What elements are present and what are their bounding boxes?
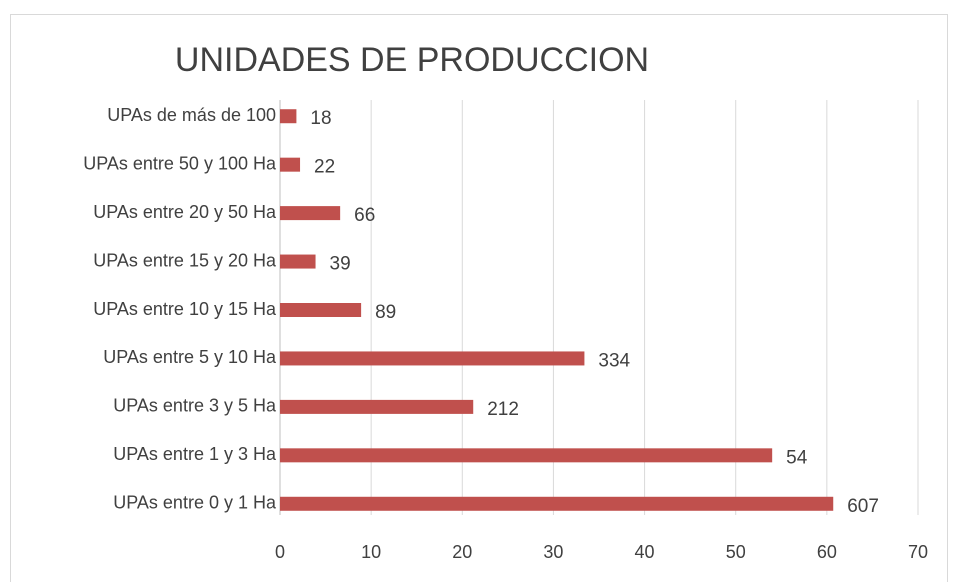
x-tick-label: 60 — [817, 542, 837, 562]
y-tick-label: UPAs entre 15 y 20 Ha — [93, 250, 277, 270]
bar — [280, 399, 474, 414]
data-label: 212 — [487, 399, 519, 420]
data-label: 39 — [330, 254, 351, 275]
data-label: 89 — [375, 302, 396, 323]
data-label: 607 — [847, 496, 879, 517]
bar — [280, 303, 362, 317]
y-tick-label: UPAs entre 5 y 10 Ha — [103, 347, 277, 367]
bar — [280, 157, 301, 172]
data-label: 66 — [354, 205, 375, 226]
bar — [280, 109, 297, 124]
x-tick-label: 50 — [726, 542, 746, 562]
bar — [280, 351, 585, 366]
x-tick-label: 30 — [543, 542, 563, 562]
chart-title: UNIDADES DE PRODUCCION — [175, 41, 649, 79]
data-label: 334 — [598, 350, 630, 371]
y-tick-label: UPAs entre 20 y 50 Ha — [93, 202, 277, 222]
chart-frame — [10, 14, 948, 587]
y-tick-label: UPAs entre 10 y 15 Ha — [93, 299, 277, 319]
data-label: 54 — [786, 447, 808, 468]
x-tick-label: 0 — [275, 542, 285, 562]
x-tick-label: 10 — [361, 542, 381, 562]
x-tick-label: 70 — [908, 542, 928, 562]
y-tick-label: UPAs entre 3 y 5 Ha — [113, 396, 277, 416]
y-tick-label: UPAs de más de 100 — [107, 105, 276, 125]
bar — [280, 496, 834, 511]
data-label: 22 — [314, 157, 335, 178]
x-tick-label: 20 — [452, 542, 472, 562]
y-tick-label: UPAs entre 1 y 3 Ha — [113, 444, 277, 464]
data-label: 18 — [310, 108, 331, 129]
bar — [280, 254, 316, 269]
bar — [280, 448, 773, 463]
x-tick-label: 40 — [635, 542, 655, 562]
y-tick-label: UPAs entre 50 y 100 Ha — [83, 153, 277, 173]
bar — [280, 206, 341, 221]
y-tick-label: UPAs entre 0 y 1 Ha — [113, 493, 277, 513]
